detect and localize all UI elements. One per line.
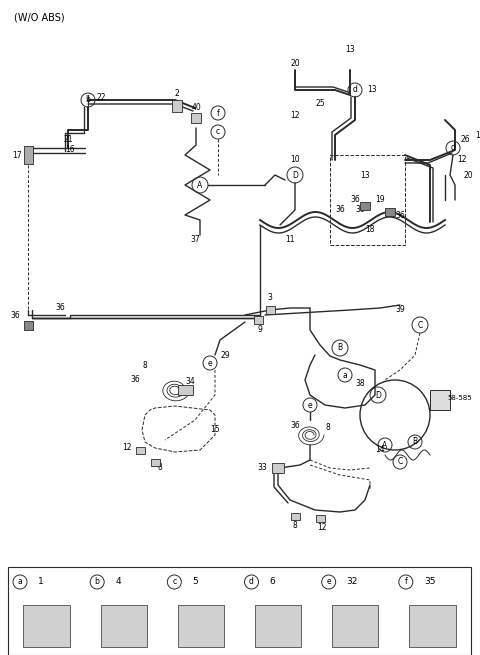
FancyBboxPatch shape bbox=[315, 514, 324, 521]
FancyBboxPatch shape bbox=[290, 512, 300, 519]
Text: 35: 35 bbox=[424, 578, 435, 586]
Text: a: a bbox=[343, 371, 348, 379]
Text: 25: 25 bbox=[315, 98, 325, 107]
Text: e: e bbox=[326, 578, 331, 586]
Text: 7: 7 bbox=[284, 634, 288, 640]
Text: d: d bbox=[451, 143, 456, 153]
Text: d: d bbox=[353, 86, 358, 94]
Text: c: c bbox=[172, 578, 176, 586]
Text: 12: 12 bbox=[122, 443, 132, 453]
Text: 36: 36 bbox=[335, 206, 345, 214]
Text: 13: 13 bbox=[345, 45, 355, 54]
Text: 8: 8 bbox=[157, 464, 162, 472]
Text: D: D bbox=[375, 390, 381, 400]
FancyBboxPatch shape bbox=[151, 458, 159, 466]
Text: 58-585: 58-585 bbox=[448, 395, 472, 401]
Text: a: a bbox=[18, 578, 23, 586]
Text: 22: 22 bbox=[96, 92, 106, 102]
Text: 2: 2 bbox=[175, 88, 180, 98]
FancyBboxPatch shape bbox=[253, 316, 263, 324]
Text: 18: 18 bbox=[365, 225, 375, 234]
Text: 21: 21 bbox=[63, 136, 73, 145]
Text: 13: 13 bbox=[367, 86, 377, 94]
Text: 36: 36 bbox=[130, 375, 140, 384]
Text: 20: 20 bbox=[290, 58, 300, 67]
Text: 12: 12 bbox=[457, 155, 467, 164]
FancyBboxPatch shape bbox=[332, 605, 378, 647]
Text: 40: 40 bbox=[191, 103, 201, 113]
Text: 1: 1 bbox=[38, 578, 44, 586]
FancyBboxPatch shape bbox=[178, 605, 224, 647]
Text: 29: 29 bbox=[220, 350, 230, 360]
Text: C: C bbox=[418, 320, 422, 329]
Text: 16: 16 bbox=[65, 145, 75, 155]
Text: 38: 38 bbox=[355, 379, 365, 388]
Text: B: B bbox=[412, 438, 418, 447]
FancyBboxPatch shape bbox=[135, 447, 144, 453]
FancyBboxPatch shape bbox=[24, 320, 33, 329]
Text: 8: 8 bbox=[293, 521, 298, 531]
FancyBboxPatch shape bbox=[265, 306, 275, 314]
FancyBboxPatch shape bbox=[191, 113, 201, 123]
Text: 13: 13 bbox=[360, 170, 370, 179]
FancyBboxPatch shape bbox=[255, 605, 301, 647]
Text: 13: 13 bbox=[475, 130, 480, 140]
Text: e: e bbox=[308, 400, 312, 409]
Text: 14: 14 bbox=[375, 445, 385, 455]
Text: 20: 20 bbox=[463, 170, 473, 179]
FancyBboxPatch shape bbox=[409, 605, 456, 647]
FancyBboxPatch shape bbox=[101, 605, 147, 647]
Text: 3: 3 bbox=[267, 293, 273, 303]
Text: 39: 39 bbox=[395, 305, 405, 314]
Text: 33: 33 bbox=[257, 464, 267, 472]
Text: 36: 36 bbox=[55, 303, 65, 312]
Bar bbox=[8, 567, 471, 655]
Text: 36: 36 bbox=[350, 195, 360, 204]
Text: 36: 36 bbox=[290, 421, 300, 430]
Text: 34: 34 bbox=[185, 377, 195, 386]
Text: 26: 26 bbox=[460, 136, 470, 145]
FancyBboxPatch shape bbox=[24, 605, 70, 647]
Text: e: e bbox=[208, 358, 212, 367]
Text: 6: 6 bbox=[269, 578, 275, 586]
Text: 15: 15 bbox=[210, 426, 220, 434]
Text: 37: 37 bbox=[190, 236, 200, 244]
Text: 9: 9 bbox=[258, 326, 263, 335]
Text: d: d bbox=[249, 578, 254, 586]
Text: b: b bbox=[85, 96, 90, 105]
Text: 8: 8 bbox=[325, 424, 330, 432]
FancyBboxPatch shape bbox=[172, 100, 182, 112]
Text: 11: 11 bbox=[285, 236, 295, 244]
Text: D: D bbox=[292, 170, 298, 179]
Text: B: B bbox=[337, 343, 343, 352]
FancyBboxPatch shape bbox=[360, 202, 370, 210]
Text: 32: 32 bbox=[347, 578, 358, 586]
Text: 12: 12 bbox=[290, 111, 300, 119]
FancyBboxPatch shape bbox=[430, 390, 450, 410]
Text: b: b bbox=[95, 578, 100, 586]
Text: (W/O ABS): (W/O ABS) bbox=[14, 13, 65, 23]
FancyBboxPatch shape bbox=[272, 463, 284, 473]
Text: A: A bbox=[197, 181, 203, 189]
FancyBboxPatch shape bbox=[385, 208, 395, 216]
Text: 5: 5 bbox=[192, 578, 198, 586]
Text: 36: 36 bbox=[10, 312, 20, 320]
Text: 19: 19 bbox=[375, 195, 385, 204]
Text: c: c bbox=[216, 128, 220, 136]
Text: A: A bbox=[383, 441, 388, 449]
Text: 36: 36 bbox=[395, 210, 405, 219]
Text: f: f bbox=[216, 109, 219, 117]
Text: C: C bbox=[397, 457, 403, 466]
FancyBboxPatch shape bbox=[24, 146, 33, 164]
Text: 17: 17 bbox=[12, 151, 22, 160]
Text: 12: 12 bbox=[317, 523, 327, 533]
Text: 4: 4 bbox=[115, 578, 121, 586]
Text: 8: 8 bbox=[143, 360, 147, 369]
Text: 36: 36 bbox=[355, 206, 365, 214]
FancyBboxPatch shape bbox=[178, 385, 192, 395]
Text: f: f bbox=[405, 578, 407, 586]
Text: 10: 10 bbox=[290, 155, 300, 164]
